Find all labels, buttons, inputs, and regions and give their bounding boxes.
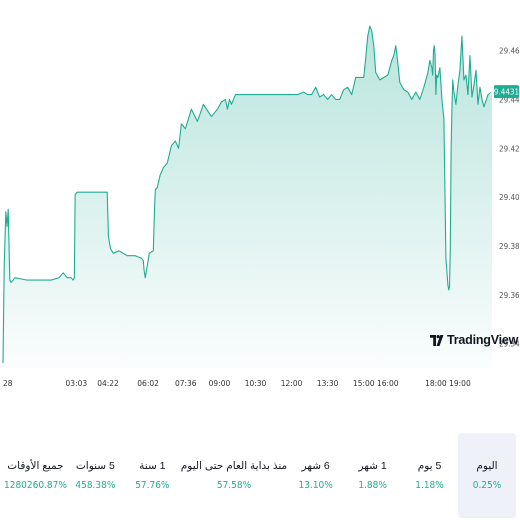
- period-label: منذ بداية العام حتى اليوم: [180, 460, 288, 472]
- y-tick-label: 29.44000: [499, 95, 520, 104]
- period-change-value: 57.76%: [135, 480, 170, 491]
- tradingview-logo-text: TradingView: [447, 333, 519, 347]
- x-tick-label: 18:00: [425, 379, 447, 388]
- period-change-value: 458.38%: [75, 480, 116, 491]
- period-tab-1[interactable]: 5 يوم 1.18%: [401, 433, 458, 518]
- last-price-label-bg: [494, 85, 519, 99]
- period-tab-0[interactable]: اليوم 0.25%: [458, 433, 516, 518]
- price-line: [2, 25, 493, 364]
- x-axis: 28 03:03 04:22 06:02 07:36 09:00 10:30 12:00 13:…: [3, 379, 471, 388]
- x-tick-label: 13:30: [317, 379, 339, 388]
- price-area: [3, 26, 492, 369]
- period-label: 5 سنوات: [75, 460, 115, 472]
- period-label: 5 يوم: [417, 460, 442, 472]
- period-label: 1 سنة: [139, 460, 166, 472]
- period-label: جميع الأوقات: [7, 460, 64, 472]
- y-tick-label: 29.38000: [499, 242, 520, 251]
- x-tick-label: 04:22: [97, 379, 119, 388]
- period-label: اليوم: [476, 460, 498, 472]
- period-change-value: 13.10%: [298, 480, 333, 491]
- plot-area: [2, 25, 493, 369]
- x-tick-label: 03:03: [66, 379, 88, 388]
- price-chart[interactable]: 29.46000 29.44000 29.42000 29.40000 29.38000…: [0, 0, 520, 410]
- period-tab-2[interactable]: 1 شهر 1.88%: [344, 433, 401, 518]
- period-tab-5[interactable]: 1 سنة 57.76%: [124, 433, 181, 518]
- period-change-value: 0.25%: [472, 480, 502, 491]
- x-tick-label: 07:36: [175, 379, 197, 388]
- tradingview-logo-icon: [430, 334, 444, 346]
- y-axis: 29.46000 29.44000 29.42000 29.40000 29.38000…: [499, 47, 520, 349]
- y-tick-label: 29.46000: [499, 47, 520, 56]
- period-performance-tabs: اليوم 0.25% 5 يوم 1.18% 1 شهر 1.88% 6 شهر 13.10…: [4, 433, 516, 518]
- y-tick-label: 29.36000: [499, 291, 520, 300]
- last-price-label: 29.44318: [489, 88, 520, 97]
- x-tick-label: 19:00: [449, 379, 471, 388]
- x-tick-label: 10:30: [245, 379, 267, 388]
- x-tick-label: 16:00: [377, 379, 399, 388]
- period-tab-3[interactable]: 6 شهر 13.10%: [287, 433, 344, 518]
- x-tick-label: 12:00: [281, 379, 303, 388]
- y-tick-label: 29.42000: [499, 144, 520, 153]
- period-label: 1 شهر: [358, 460, 387, 472]
- y-tick-label: 29.40000: [499, 193, 520, 202]
- x-tick-label: 15:00: [353, 379, 375, 388]
- last-price-marker: 29.44318: [489, 85, 520, 99]
- x-tick-label: 28: [3, 379, 13, 388]
- period-change-value: 1280260.87%: [4, 480, 67, 491]
- tradingview-watermark[interactable]: TradingView: [430, 333, 518, 347]
- x-tick-label: 09:00: [209, 379, 231, 388]
- period-change-value: 57.58%: [216, 480, 252, 491]
- period-tab-7[interactable]: جميع الأوقات 1280260.87%: [4, 433, 67, 518]
- period-tab-4[interactable]: منذ بداية العام حتى اليوم 57.58%: [181, 433, 287, 518]
- period-change-value: 1.18%: [415, 480, 444, 491]
- period-tab-6[interactable]: 5 سنوات 458.38%: [67, 433, 124, 518]
- period-change-value: 1.88%: [358, 480, 387, 491]
- y-tick-label: 29.34000: [499, 340, 520, 349]
- x-tick-label: 06:02: [137, 379, 159, 388]
- period-label: 6 شهر: [301, 460, 330, 472]
